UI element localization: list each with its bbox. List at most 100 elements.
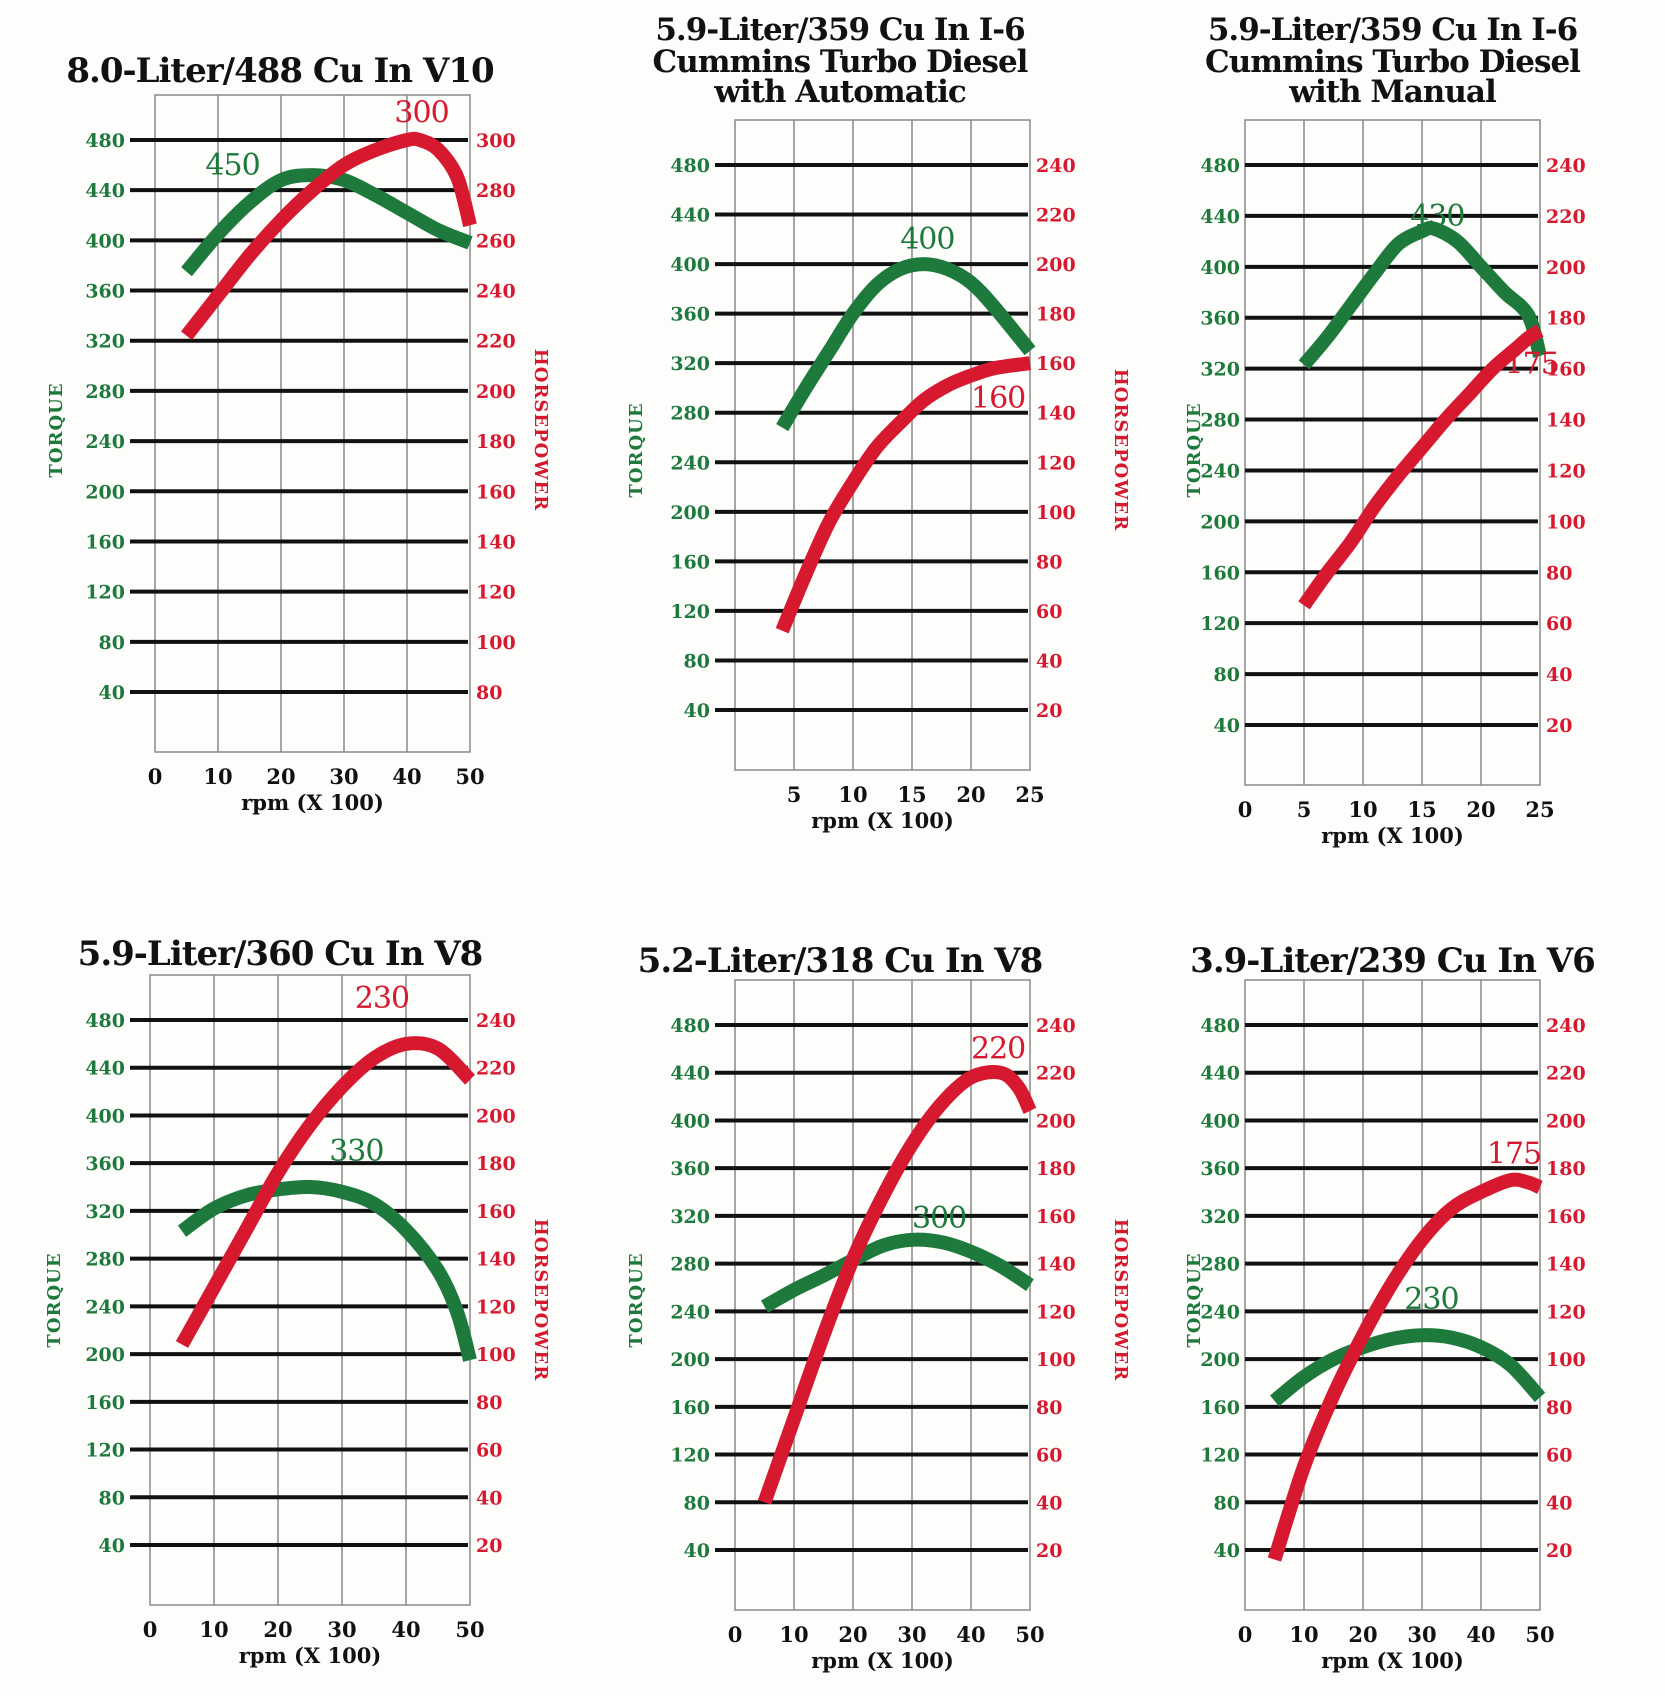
plot-frame (734, 979, 1031, 1611)
chart-title-line: with Manual (1288, 74, 1496, 110)
torque-peak-label: 330 (329, 1134, 383, 1169)
y-tick-right: 240 (1036, 155, 1076, 177)
y-tick-right: 240 (1036, 1015, 1076, 1037)
y-tick-right: 180 (476, 1153, 516, 1175)
y-tick-right: 200 (1546, 257, 1586, 279)
y-tick-left: 480 (670, 1015, 710, 1037)
y-tick-right: 20 (1546, 1540, 1572, 1562)
y-tick-left: 160 (670, 551, 710, 573)
chart-title-line: Cummins Turbo Diesel (1205, 44, 1580, 80)
y-tick-left: 120 (85, 582, 125, 604)
y-tick-right: 140 (476, 1249, 516, 1271)
y-tick-right: 240 (1546, 1015, 1586, 1037)
chart-title-line: 3.9-Liter/239 Cu In V6 (1190, 941, 1595, 981)
y-tick-left: 40 (99, 682, 125, 704)
y-axis-label-torque: TORQUE (1184, 1252, 1205, 1347)
y-tick-right: 100 (1546, 511, 1586, 533)
y-tick-right: 200 (476, 1105, 516, 1127)
y-tick-right: 220 (1546, 206, 1586, 228)
y-tick-right: 40 (1546, 1492, 1572, 1514)
y-tick-right: 140 (1546, 1254, 1586, 1276)
x-tick: 10 (203, 764, 232, 789)
x-tick: 20 (266, 764, 295, 789)
y-tick-right: 180 (1036, 304, 1076, 326)
horsepower-peak-label: 175 (1487, 1136, 1541, 1171)
y-tick-left: 320 (1200, 1206, 1240, 1228)
x-tick: 40 (391, 1617, 420, 1642)
x-tick: 40 (956, 1622, 985, 1647)
x-tick: 10 (199, 1617, 228, 1642)
y-tick-left: 200 (670, 1349, 710, 1371)
chart-title-line: 8.0-Liter/488 Cu In V10 (66, 51, 494, 91)
y-tick-right: 20 (1036, 700, 1062, 722)
x-tick: 30 (897, 1622, 926, 1647)
chart-title-line: 5.9-Liter/359 Cu In I-6 (1208, 12, 1577, 48)
x-tick: 20 (1348, 1622, 1377, 1647)
y-tick-left: 360 (670, 304, 710, 326)
x-tick: 20 (956, 782, 985, 807)
y-tick-right: 120 (1036, 452, 1076, 474)
y-tick-left: 360 (85, 281, 125, 303)
y-tick-right: 100 (1036, 502, 1076, 524)
y-tick-left: 200 (1200, 511, 1240, 533)
y-tick-left: 440 (85, 180, 125, 202)
plot-frame (154, 94, 471, 753)
y-tick-left: 400 (85, 230, 125, 252)
y-tick-left: 80 (684, 650, 710, 672)
x-tick: 0 (1238, 1622, 1253, 1647)
y-tick-left: 240 (85, 431, 125, 453)
y-tick-left: 320 (670, 353, 710, 375)
y-tick-right: 180 (1546, 1158, 1586, 1180)
chart-v6-3-9-liter: 3.9-Liter/239 Cu In V6408012016020024028… (1184, 941, 1596, 1673)
y-tick-left: 200 (1200, 1349, 1240, 1371)
y-tick-right: 220 (1036, 1063, 1076, 1085)
horsepower-peak-label: 160 (971, 381, 1025, 416)
y-tick-right: 40 (1036, 1492, 1062, 1514)
horsepower-curve (775, 356, 1031, 634)
y-tick-right: 40 (1546, 664, 1572, 686)
y-tick-right: 220 (1546, 1063, 1586, 1085)
x-axis-label: rpm (X 100) (239, 1643, 382, 1668)
x-tick: 40 (392, 764, 421, 789)
y-tick-right: 120 (1036, 1301, 1076, 1323)
y-axis-label-horsepower: HORSEPOWER (1110, 1219, 1131, 1382)
chart-title-line: 5.9-Liter/360 Cu In V8 (78, 934, 483, 974)
horsepower-curve (757, 1065, 1037, 1505)
y-tick-left: 480 (1200, 1015, 1240, 1037)
y-tick-right: 120 (1546, 1301, 1586, 1323)
y-tick-left: 360 (670, 1158, 710, 1180)
y-tick-left: 160 (85, 531, 125, 553)
y-tick-left: 120 (85, 1440, 125, 1462)
x-tick: 5 (787, 782, 802, 807)
y-axis-label-torque: TORQUE (626, 1252, 647, 1347)
y-tick-left: 120 (670, 1445, 710, 1467)
y-tick-right: 240 (476, 1010, 516, 1032)
y-tick-right: 60 (1036, 1445, 1062, 1467)
y-tick-left: 280 (1200, 1254, 1240, 1276)
y-tick-left: 40 (1214, 715, 1240, 737)
y-tick-right: 240 (1546, 155, 1586, 177)
x-tick: 30 (329, 764, 358, 789)
x-tick: 0 (728, 1622, 743, 1647)
y-tick-right: 180 (476, 431, 516, 453)
y-tick-right: 80 (1546, 562, 1572, 584)
y-tick-right: 120 (1546, 460, 1586, 482)
y-tick-left: 120 (670, 601, 710, 623)
y-tick-left: 400 (670, 254, 710, 276)
y-tick-right: 40 (476, 1487, 502, 1509)
y-tick-right: 220 (476, 1058, 516, 1080)
y-axis-label-torque: TORQUE (1184, 402, 1205, 497)
y-tick-right: 160 (1036, 353, 1076, 375)
torque-curve (1298, 220, 1547, 370)
chart-v8-5-2-liter: 5.2-Liter/318 Cu In V8408012016020024028… (626, 941, 1131, 1673)
y-tick-left: 320 (85, 1201, 125, 1223)
x-axis-label: rpm (X 100) (811, 808, 954, 833)
y-tick-right: 20 (1036, 1540, 1062, 1562)
y-tick-left: 360 (1200, 1158, 1240, 1180)
x-tick: 30 (327, 1617, 356, 1642)
y-tick-left: 40 (684, 1540, 710, 1562)
y-axis-label-torque: TORQUE (46, 382, 67, 477)
chart-title-line: with Automatic (713, 74, 966, 110)
y-tick-left: 200 (85, 481, 125, 503)
y-tick-right: 60 (1036, 601, 1062, 623)
